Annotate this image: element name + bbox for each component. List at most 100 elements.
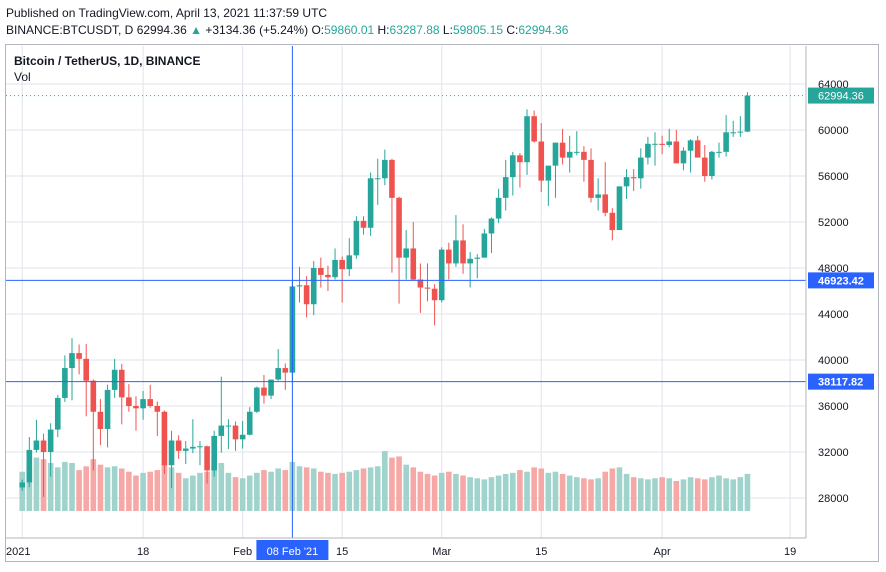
candle-body [659, 143, 665, 145]
candle-body [254, 387, 260, 412]
candle-body [161, 411, 168, 466]
volume-bar [623, 473, 630, 511]
crosshair-date-label: 08 Feb '21 [267, 546, 319, 558]
price-tag [808, 272, 874, 289]
candle-body [104, 389, 111, 429]
volume-bar [524, 471, 530, 511]
y-tick-label: 32000 [818, 447, 849, 459]
candle-body [118, 369, 125, 398]
crosshair-overlay [6, 46, 806, 538]
volume-bar [97, 464, 104, 511]
candle-body [446, 249, 452, 264]
candle-body [225, 425, 232, 427]
y-tick-label: 36000 [818, 401, 849, 413]
candle-body [559, 142, 566, 158]
volume-bar [467, 477, 473, 511]
volume-bar [83, 466, 90, 511]
up-arrow-icon: ▲ [190, 23, 202, 37]
candle-body [460, 240, 466, 264]
candle-body [147, 399, 153, 406]
volume-bar [218, 463, 225, 511]
volume-bar [154, 470, 161, 511]
volume-bar [296, 466, 303, 511]
candle-body [332, 259, 338, 278]
x-tick-label: 19 [784, 546, 796, 558]
grid-lines [6, 46, 806, 538]
candle-body [481, 233, 488, 258]
volume-bar [730, 479, 737, 511]
candle-body [197, 446, 203, 448]
time-axis[interactable]: 2021 18 Feb 15 Mar 15 Apr 19 08 Feb '21 [6, 537, 806, 560]
volume-bar [90, 459, 97, 511]
candle-body [246, 411, 253, 435]
candle-body [218, 425, 225, 436]
volume-bar [588, 479, 594, 511]
volume-bar [47, 463, 54, 511]
candle-body [303, 285, 310, 305]
volume-bar [360, 468, 367, 511]
candle-body [538, 141, 545, 181]
volume-bar [723, 478, 729, 511]
candle-body [339, 259, 345, 270]
candle-body [716, 151, 722, 153]
candle-body [154, 406, 161, 412]
symbol-label: BINANCE:BTCUSDT, D [6, 23, 134, 37]
volume-bar [225, 472, 232, 511]
volume-bar [310, 468, 317, 511]
candle-body [552, 142, 559, 166]
low-label: L: [442, 23, 453, 37]
candle-body [90, 380, 97, 412]
x-tick-label: Apr [654, 546, 671, 558]
volume-bar [282, 470, 289, 511]
volume-bar [630, 477, 637, 511]
candle-body [495, 197, 502, 219]
volume-bar [396, 456, 402, 511]
price-axis[interactable]: 28000 32000 36000 40000 44000 48000 52000 56000… [805, 46, 874, 538]
volume-bar [353, 470, 360, 511]
candle-body [175, 440, 182, 451]
volume-bar [104, 467, 111, 511]
candle-body [111, 369, 118, 390]
legend-title: Bitcoin / TetherUS, 1D, BINANCE [14, 54, 200, 68]
candle-body [623, 177, 630, 187]
candle-body [581, 151, 587, 160]
volume-bar [332, 473, 338, 511]
volume-bar [62, 461, 68, 511]
candle-body [282, 368, 289, 373]
symbol-info-row: BINANCE:BTCUSDT, D 62994.36 ▲ +3134.36 (… [6, 23, 568, 37]
candle-body [47, 429, 54, 452]
candle-body [467, 258, 473, 264]
volume-bar [574, 477, 580, 511]
volume-bar [76, 470, 82, 511]
price-tag [808, 373, 874, 390]
volume-bar [701, 479, 708, 511]
volume-bar [510, 472, 516, 511]
candle-body [83, 358, 90, 381]
candle-body [431, 288, 438, 301]
candle-body [566, 151, 573, 158]
open-label: O: [311, 23, 325, 37]
volume-bar [232, 477, 239, 511]
low-value: 59805.15 [452, 23, 503, 37]
volume-bar [161, 464, 168, 511]
volume-bar [111, 466, 118, 511]
volume-bar [339, 472, 345, 511]
x-tick-label: 15 [336, 546, 348, 558]
volume-bar [239, 478, 246, 511]
candle-body [630, 177, 637, 179]
volume-bar [69, 463, 75, 511]
volume-bar [268, 471, 274, 511]
candle-body [360, 220, 367, 228]
y-tick-label: 40000 [818, 355, 849, 367]
volume-bar [488, 477, 495, 511]
volume-bar [538, 468, 545, 511]
crosshair-date-tag [256, 540, 329, 560]
candle-body [133, 406, 139, 409]
volume-bar [424, 473, 431, 511]
volume-bar [716, 475, 722, 511]
volume-bar [261, 470, 267, 511]
candle-body [730, 132, 737, 134]
volume-bar [26, 468, 33, 511]
close-value: 62994.36 [518, 23, 569, 37]
